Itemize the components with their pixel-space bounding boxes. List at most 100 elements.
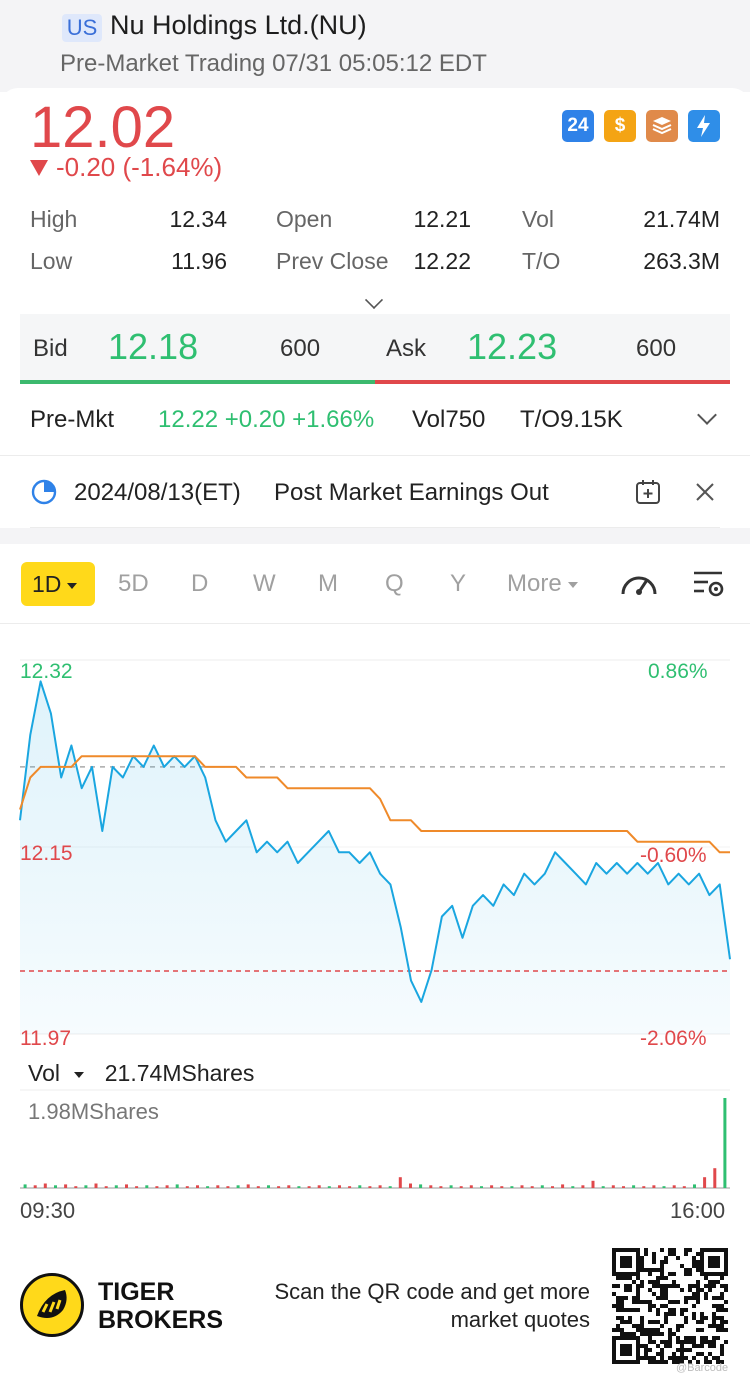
y-label-bottom: 11.97 (20, 1027, 71, 1050)
volume-bar (216, 1185, 220, 1188)
price-area (20, 681, 730, 1034)
24h-trading-icon[interactable]: 24 (562, 110, 594, 142)
pct-label-top: 0.86% (648, 660, 708, 683)
pct-label-bottom: -2.06% (640, 1027, 707, 1050)
qr-code (612, 1248, 728, 1364)
volume-bar (723, 1098, 727, 1188)
volume-bar (236, 1185, 240, 1188)
volume-bar (185, 1186, 189, 1188)
tab-5d[interactable]: 5D (118, 570, 149, 597)
volume-bar (520, 1185, 524, 1188)
brand-name: TIGER BROKERS (98, 1278, 224, 1334)
volume-bar (155, 1186, 159, 1188)
bid-label: Bid (33, 335, 68, 362)
volume-bar (358, 1185, 362, 1188)
volume-bar (611, 1185, 615, 1188)
market-badge: US (62, 14, 102, 42)
volume-bar (662, 1186, 666, 1188)
add-to-calendar-icon[interactable] (634, 478, 662, 506)
time-start: 09:30 (20, 1198, 76, 1223)
tab-m[interactable]: M (318, 570, 338, 597)
volume-bar (500, 1186, 504, 1188)
volume-bar (642, 1186, 646, 1188)
volume-bar (632, 1185, 636, 1188)
volume-bar (267, 1185, 270, 1188)
vol-value: 21.74M (643, 206, 720, 232)
volume-bar (307, 1186, 311, 1188)
volume-bar (84, 1185, 88, 1188)
volume-bar (561, 1184, 565, 1188)
volume-bar (409, 1183, 412, 1188)
volume-bar (43, 1183, 47, 1188)
pct-label-mid: -0.60% (640, 844, 707, 867)
period-tabs: 5D D W M Q Y More (0, 560, 750, 610)
chart-settings-icon[interactable] (692, 568, 726, 600)
bid-price: 12.18 (108, 326, 199, 367)
tiger-logo (20, 1273, 84, 1337)
prev-close-value: 12.22 (413, 248, 471, 274)
volume-bar (327, 1186, 331, 1188)
divider (0, 455, 750, 456)
down-arrow-icon (30, 159, 48, 176)
section-gap (0, 528, 750, 544)
volume-bar (672, 1185, 676, 1188)
high-label: High (30, 206, 78, 232)
volume-bar (540, 1185, 544, 1188)
y-label-mid: 12.15 (20, 842, 73, 865)
volume-bar (459, 1186, 463, 1188)
volume-bar (114, 1185, 118, 1188)
price-change: -0.20 (-1.64%) (30, 152, 222, 183)
volume-bar (256, 1186, 260, 1188)
volume-bar (682, 1186, 686, 1188)
volume-bar (104, 1186, 108, 1188)
average-price-line (19, 755, 730, 854)
earnings-text: Post Market Earnings Out (274, 479, 549, 506)
premarket-vol: Vol750 (412, 406, 486, 433)
volume-bar (64, 1184, 68, 1188)
tab-1d[interactable]: 1D (21, 562, 95, 606)
volume-bar (206, 1186, 210, 1188)
volume-bar (246, 1184, 250, 1188)
close-icon[interactable] (694, 481, 716, 503)
tab-more[interactable]: More (507, 570, 578, 598)
feature-badges: 24 $ (562, 110, 720, 142)
volume-bar (135, 1186, 139, 1188)
time-end: 16:00 (670, 1198, 726, 1223)
open-value: 12.21 (413, 206, 471, 232)
volume-bar (388, 1186, 392, 1188)
volume-bar (530, 1186, 534, 1188)
tab-y[interactable]: Y (450, 570, 467, 597)
volume-bar (571, 1186, 575, 1188)
volume-bar (74, 1186, 78, 1188)
volume-bar (439, 1186, 443, 1188)
volume-bar (581, 1185, 585, 1188)
volume-bar (94, 1183, 98, 1188)
open-label: Open (276, 206, 333, 232)
stack-icon[interactable] (646, 110, 678, 142)
dollar-icon[interactable]: $ (604, 110, 636, 142)
volume-selector[interactable]: Vol 21.74MShares (28, 1060, 254, 1087)
turnover-label: T/O (522, 248, 561, 274)
tab-d[interactable]: D (191, 570, 209, 597)
volume-bar (429, 1185, 433, 1188)
quote-card (0, 88, 750, 528)
volume-bar (480, 1186, 483, 1188)
volume-bar (713, 1168, 717, 1188)
low-label: Low (30, 248, 73, 274)
flash-icon[interactable] (688, 110, 720, 142)
speedometer-icon[interactable] (619, 566, 659, 600)
volume-bar (419, 1184, 423, 1188)
intraday-chart[interactable] (0, 620, 750, 1220)
volume-bar (469, 1185, 473, 1188)
tab-q[interactable]: Q (385, 570, 404, 597)
volume-bar (368, 1186, 372, 1188)
volume-bar (317, 1185, 321, 1188)
ask-price: 12.23 (467, 326, 558, 367)
volume-bar (23, 1184, 27, 1188)
tab-w[interactable]: W (253, 570, 276, 597)
volume-bar (652, 1185, 656, 1188)
volume-bar (287, 1185, 291, 1188)
volume-bar (490, 1185, 494, 1188)
prev-close-label: Prev Close (276, 248, 389, 274)
volume-bar (54, 1185, 57, 1188)
